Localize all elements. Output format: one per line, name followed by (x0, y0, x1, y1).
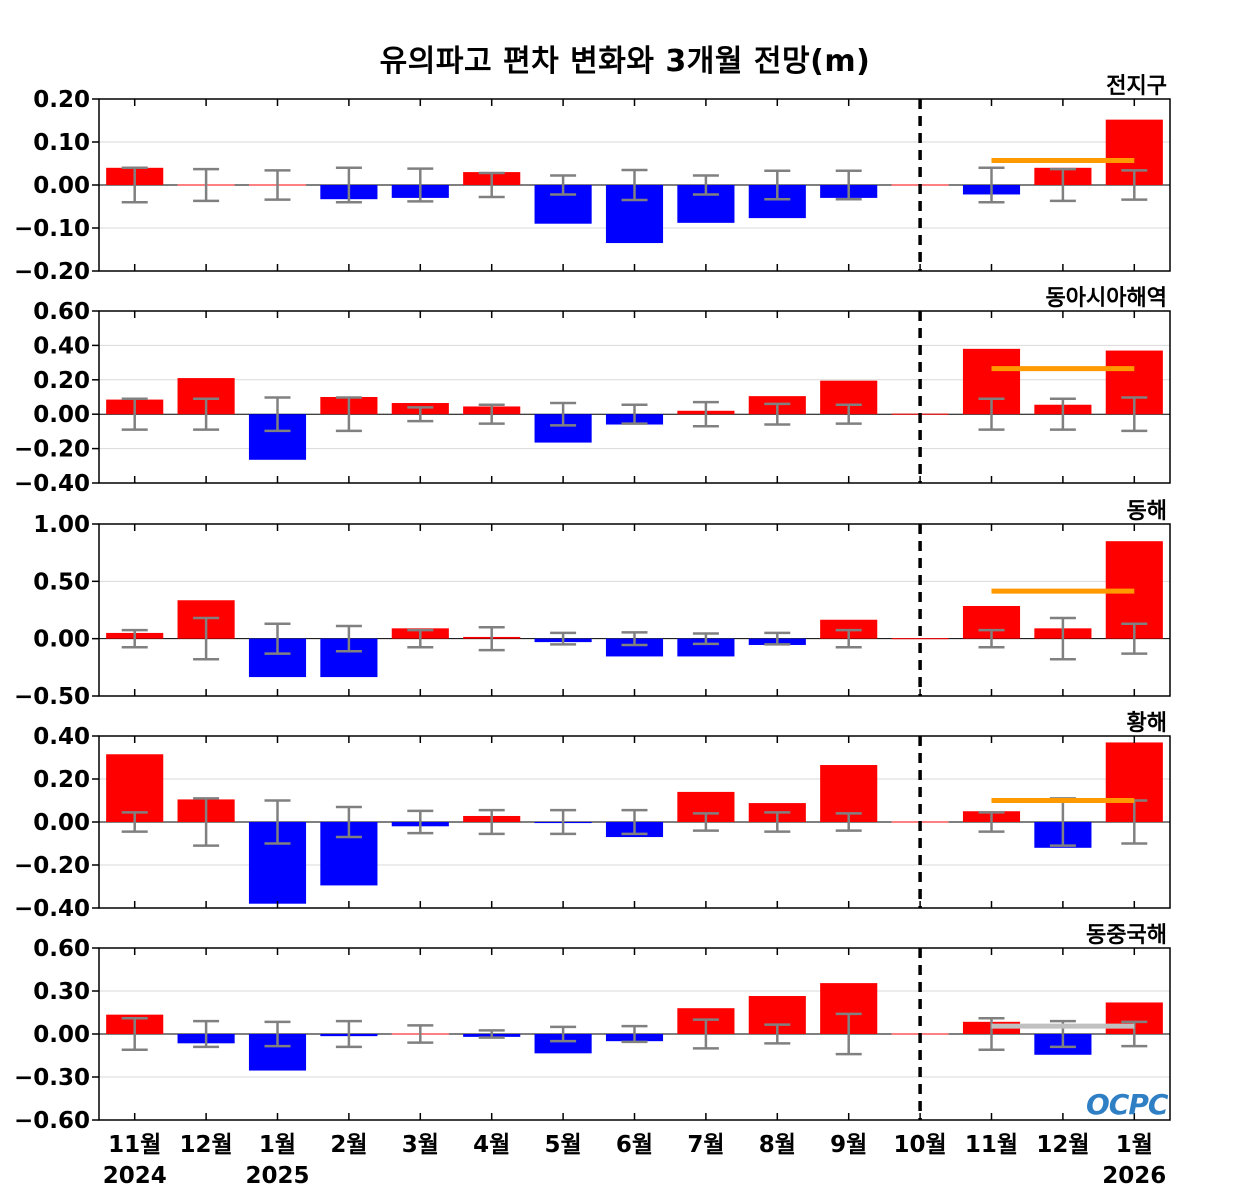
panel-3-region-label: 동해 (1127, 499, 1167, 524)
panel-3-bar (891, 638, 949, 640)
x-category-label: 12월 (1036, 1132, 1089, 1158)
panel-3-frame (98, 523, 1171, 697)
panel-5-frame (98, 947, 1171, 1121)
panel-2-ytick-label: 0.00 (33, 402, 90, 428)
x-category-label: 1월 (259, 1132, 296, 1158)
panel-1-ytick-label: 0.00 (33, 173, 90, 199)
panel-5-bar (534, 1034, 592, 1054)
panel-1-frame (98, 98, 1171, 272)
panel-3-ytick-label: −0.50 (14, 684, 90, 710)
x-category-label: 10월 (894, 1132, 947, 1158)
x-category-label: 3월 (402, 1132, 439, 1158)
x-category-label: 5월 (545, 1132, 582, 1158)
x-category-label: 11월 (965, 1132, 1018, 1158)
panel-2-ytick-label: −0.40 (14, 471, 90, 497)
x-year-label: 2025 (245, 1163, 309, 1189)
panel-2-ytick-label: 0.60 (33, 299, 90, 325)
panel-2-ytick-label: −0.20 (14, 437, 90, 463)
panel-4-ytick-label: 0.20 (33, 767, 90, 793)
panel-4-ytick-label: −0.40 (14, 896, 90, 922)
x-category-label: 1월 (1116, 1132, 1153, 1158)
panel-4-bar (106, 754, 164, 822)
x-category-label: 4월 (473, 1132, 510, 1158)
x-category-label: 7월 (687, 1132, 724, 1158)
panel-4-ytick-label: 0.40 (33, 724, 90, 750)
panel-2-frame (98, 310, 1171, 484)
x-year-label: 2026 (1102, 1163, 1166, 1189)
x-category-label: 2월 (330, 1132, 367, 1158)
panel-1-ytick-label: 0.20 (33, 87, 90, 113)
panel-3-bar (677, 638, 735, 657)
panel-1-ytick-label: −0.20 (14, 259, 90, 285)
panel-3-bar (605, 638, 664, 657)
x-category-label: 9월 (830, 1132, 867, 1158)
x-year-label: 2024 (103, 1163, 167, 1189)
panel-4-frame (98, 735, 1171, 909)
panel-4-ytick-label: −0.20 (14, 853, 90, 879)
panel-2-ytick-label: 0.40 (33, 333, 90, 359)
panel-5-ytick-label: 0.30 (33, 979, 90, 1005)
ocpc-logo: OCPC (1086, 1088, 1168, 1121)
panel-2-region-label: 동아시아해역 (1046, 286, 1167, 311)
panel-4-ytick-label: 0.00 (33, 810, 90, 836)
panel-1-ytick-label: −0.10 (14, 216, 90, 242)
panel-1-ytick-label: 0.10 (33, 130, 90, 156)
panel-5-ytick-label: −0.30 (14, 1065, 90, 1091)
panel-2-ytick-label: 0.20 (33, 368, 90, 394)
panel-3-ytick-label: 1.00 (33, 512, 90, 538)
chart-title: 유의파고 편차 변화와 3개월 전망(m) (379, 44, 871, 79)
panel-3-ytick-label: 0.50 (33, 569, 90, 595)
panel-4-region-label: 황해 (1127, 711, 1167, 736)
x-category-label: 6월 (616, 1132, 653, 1158)
panel-5-ytick-label: 0.60 (33, 936, 90, 962)
panel-3-ytick-label: 0.00 (33, 627, 90, 653)
panel-5-ytick-label: 0.00 (33, 1022, 90, 1048)
panel-5-region-label: 동중국해 (1086, 923, 1167, 948)
x-category-label: 12월 (180, 1132, 233, 1158)
x-category-label: 8월 (759, 1132, 796, 1158)
x-category-label: 11월 (108, 1132, 161, 1158)
panel-5-ytick-label: −0.60 (14, 1108, 90, 1134)
panel-1-region-label: 전지구 (1106, 74, 1167, 99)
